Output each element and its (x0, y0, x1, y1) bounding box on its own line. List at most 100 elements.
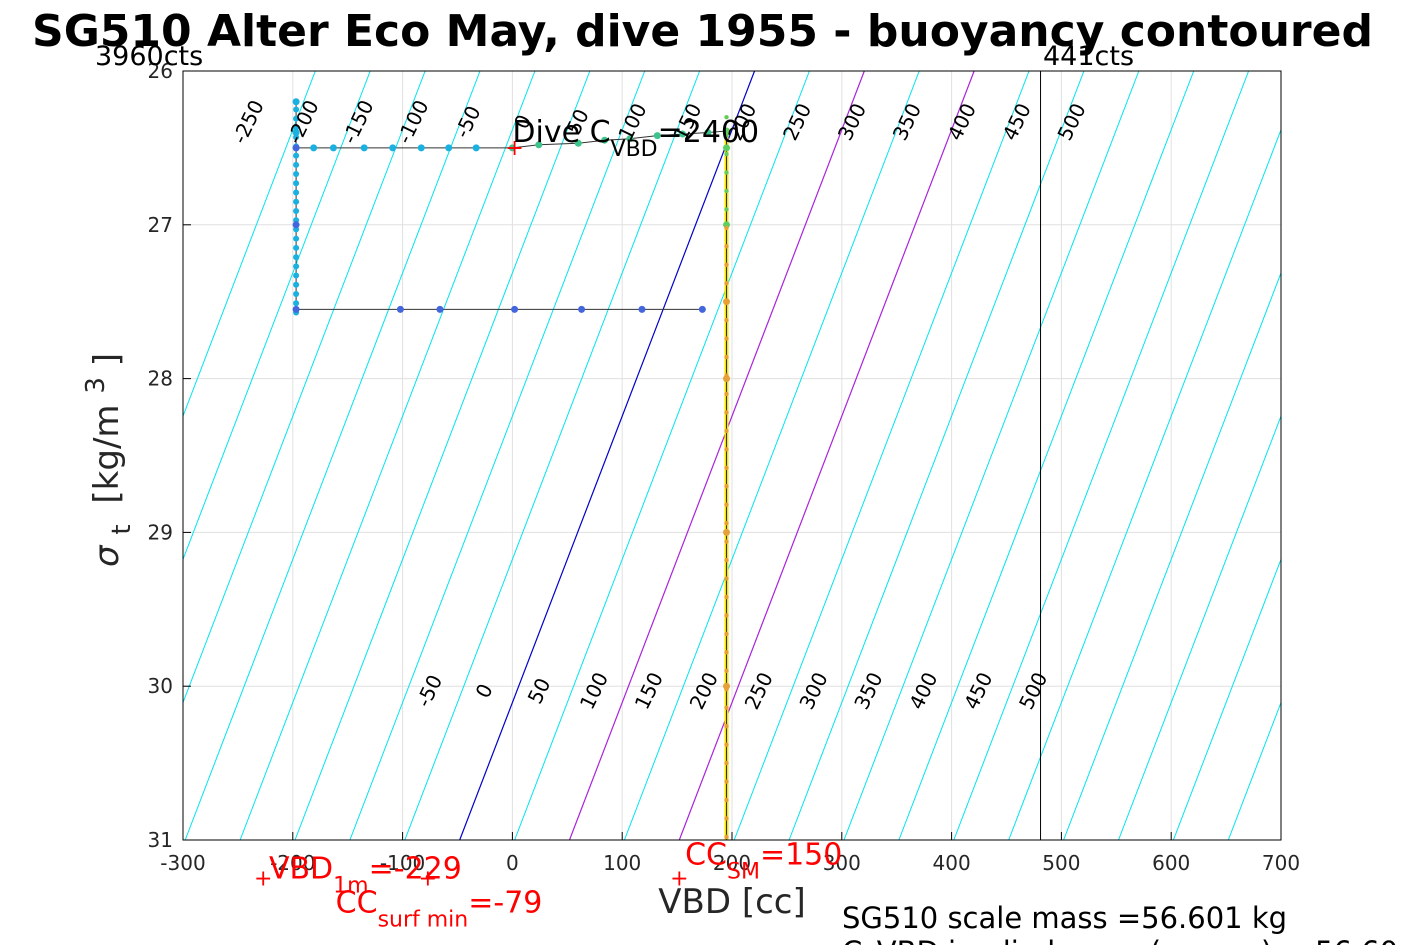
contour-line (1283, 71, 1417, 840)
dive-point (508, 144, 516, 152)
dive-trace-point (724, 428, 729, 434)
dive-trace-point (724, 594, 729, 600)
marker-plus: + (670, 866, 688, 891)
dive-point (574, 139, 582, 147)
x-tick-label: 100 (603, 851, 641, 875)
dive-trace-point (724, 723, 729, 729)
scale-mass-text: SG510 scale mass =56.601 kg (842, 901, 1287, 935)
climb-point (511, 305, 519, 313)
climb-point (292, 305, 300, 313)
dive-trace-point (724, 188, 729, 194)
contour-line (1227, 701, 1281, 840)
marker-plus: + (505, 136, 523, 161)
contour-line (1008, 128, 1281, 840)
dive-trace-point (724, 373, 729, 378)
climb-trace-point (293, 152, 300, 159)
dive-point (704, 129, 712, 137)
dive-trace-point (724, 834, 729, 840)
contour-line (184, 71, 481, 840)
dive-trace-point (724, 317, 729, 323)
climb-trace-point (293, 124, 300, 131)
contour-line (898, 71, 1195, 840)
y-tick-label: 27 (148, 213, 173, 237)
contour-line (1118, 414, 1281, 840)
marker-plus: + (254, 866, 272, 891)
climb-point (292, 221, 300, 229)
dive-trace-point (724, 760, 729, 766)
dive-point (626, 135, 634, 143)
dive-point (679, 130, 687, 138)
dive-trace-point (724, 797, 729, 803)
dive-point (417, 144, 425, 152)
dive-point (653, 132, 661, 140)
contour-line (623, 71, 920, 840)
dive-trace-point (724, 484, 729, 489)
climb-point (578, 305, 586, 313)
dive-trace-point (724, 170, 729, 175)
axes: -300 -200 -100 0 100 200 300 400 500 600 700 26 27 28… (148, 59, 1301, 875)
x-tick-label: 0 (506, 851, 519, 875)
dive-trace-point (724, 114, 729, 120)
dive-trace-point (724, 262, 729, 267)
climb-point (698, 305, 706, 313)
climb-trace-point (293, 254, 300, 261)
marker-label: Dive CVBD=2400 (512, 115, 759, 162)
climb-trace-point (293, 171, 300, 178)
contour-line (183, 71, 371, 561)
contour-line (733, 71, 1030, 840)
x-tick-label: 200 (713, 851, 751, 875)
contour-line (239, 71, 536, 840)
contour-line (843, 71, 1140, 840)
contour-line (514, 71, 810, 840)
climb-trace-point (293, 263, 300, 270)
y-axis-label: σ t [kg/m 3 ] (73, 353, 139, 567)
dive-trace-point (724, 354, 729, 360)
climb-trace-point (293, 106, 300, 113)
contour-line (953, 71, 1250, 840)
x-tick-label: -200 (270, 851, 315, 875)
contour-line (459, 71, 756, 840)
dive-point (535, 141, 543, 149)
contour-line (183, 71, 316, 418)
dive-trace-point (724, 447, 729, 452)
dive-trace-point (724, 687, 729, 692)
dive-point (723, 144, 731, 152)
y-axis-label-sub: t (107, 524, 137, 534)
dive-point (445, 144, 453, 152)
count-label-right: 441cts (1043, 41, 1134, 72)
x-tick-label: -300 (160, 851, 205, 875)
climb-trace-point (293, 300, 300, 307)
climb-point (638, 305, 646, 313)
x-axis-label: VBD [cc] (658, 882, 806, 922)
dive-trace-point (724, 151, 729, 157)
dive-trace-point (724, 207, 729, 212)
dive-point (389, 144, 397, 152)
climb-trace-point (293, 189, 300, 196)
marker-label: VBD1m=-229 (269, 851, 462, 898)
dive-trace-point (724, 225, 729, 231)
dive-trace-point (724, 502, 729, 507)
dive-trace-point (724, 465, 729, 471)
implied-mass-text: C_VBD implied mass (approx) = 56.60 (842, 935, 1398, 945)
dive-trace-point (724, 576, 729, 581)
dive-trace-point (724, 281, 729, 286)
dive-trace-point (724, 133, 729, 138)
dive-path-line (295, 101, 727, 840)
dive-point (360, 144, 368, 152)
dive-trace-point (724, 410, 729, 415)
x-tick-label: 300 (823, 851, 861, 875)
y-axis-label-sigma: σ (87, 544, 127, 567)
x-tick-label: 400 (933, 851, 971, 875)
dive-trace-point (724, 557, 729, 563)
y-tick-label: 31 (148, 828, 173, 852)
climb-point (292, 144, 300, 152)
x-tick-label: 700 (1262, 851, 1300, 875)
x-tick-label: 600 (1152, 851, 1190, 875)
dive-point (723, 127, 731, 135)
dive-trace-point (724, 705, 729, 710)
climb-trace-point (293, 207, 300, 214)
dive-trace-point (724, 650, 729, 655)
contours (183, 71, 1417, 840)
x-tick-label: 500 (1042, 851, 1080, 875)
